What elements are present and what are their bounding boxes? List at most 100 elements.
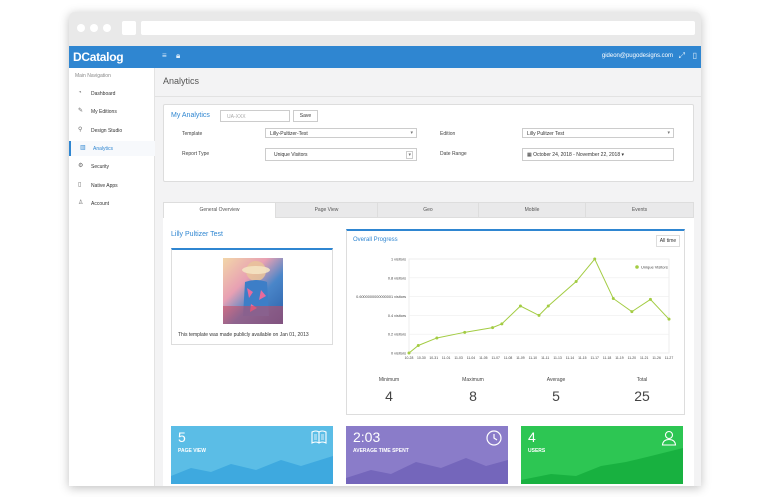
sidebar-item-label: Native Apps bbox=[91, 182, 118, 189]
x-tick-label: 11-13 bbox=[553, 356, 562, 360]
page-view-tile[interactable]: 5 PAGE VIEW bbox=[171, 426, 333, 484]
users-value: 4 bbox=[528, 429, 536, 445]
page-view-value: 5 bbox=[178, 429, 186, 445]
clock-icon bbox=[486, 430, 502, 446]
all-time-button[interactable]: All time bbox=[656, 235, 680, 247]
overall-progress-title: Overall Progress bbox=[353, 237, 398, 243]
x-tick-label: 11-15 bbox=[578, 356, 587, 360]
tab-general-overview[interactable]: General Overview bbox=[164, 203, 276, 218]
template-thumbnail[interactable] bbox=[223, 258, 283, 324]
analytics-settings-panel: My Analytics UA-XXX Save Template Lilly-… bbox=[163, 104, 694, 182]
data-point bbox=[648, 297, 652, 301]
app-logo[interactable]: DCatalog bbox=[73, 50, 124, 64]
x-tick-label: 11-19 bbox=[615, 356, 624, 360]
sidebar-item-design-studio[interactable]: ⚲ Design Studio bbox=[69, 123, 155, 138]
stat-label: Minimum bbox=[378, 377, 400, 383]
report-type-select[interactable]: Unique Visitors ▾ bbox=[265, 148, 417, 161]
sidebar-item-account[interactable]: ♙ Account bbox=[69, 196, 155, 211]
sidebar-item-label: Dashboard bbox=[91, 91, 116, 97]
x-tick-label: 10-28 bbox=[405, 356, 414, 360]
stat-label: Average bbox=[546, 377, 566, 383]
user-outline-icon bbox=[661, 430, 677, 446]
sidebar-item-security[interactable]: ⚙ Security bbox=[69, 159, 155, 174]
menu-icon[interactable]: ≡ bbox=[162, 51, 167, 60]
y-tick-label: 0.4 visitors bbox=[388, 314, 406, 318]
template-select-value: Lilly-Pultizer-Test bbox=[270, 131, 308, 137]
caret-down-icon: ▾ bbox=[620, 152, 625, 158]
legend-swatch bbox=[635, 265, 639, 269]
book-icon bbox=[311, 430, 327, 444]
tracking-id-input[interactable]: UA-XXX bbox=[220, 110, 290, 122]
expand-icon[interactable]: ⤢ bbox=[678, 51, 685, 60]
data-point bbox=[518, 304, 522, 308]
date-range-picker[interactable]: ▦ October 24, 2018 - November 22, 2018 ▾ bbox=[522, 148, 674, 161]
x-tick-label: 11-08 bbox=[504, 356, 513, 360]
stat-value: 4 bbox=[385, 388, 393, 404]
sidebar-item-dashboard[interactable]: ◔ Dashboard bbox=[69, 86, 155, 101]
chevron-down-icon: ▾ bbox=[410, 130, 413, 136]
tab-events[interactable]: Events bbox=[631, 207, 648, 213]
browser-window: DCatalog ≡ 🔒︎ gideon@pugodesigns.com ⤢ ▯… bbox=[69, 12, 701, 486]
chevron-down-icon: ▾ bbox=[667, 130, 670, 136]
users-tile[interactable]: 4 USERS bbox=[521, 426, 683, 484]
window-dot-maximize[interactable] bbox=[103, 24, 111, 32]
date-range-value: October 24, 2018 - November 22, 2018 bbox=[533, 152, 621, 158]
calendar-icon: ▦ bbox=[527, 152, 534, 158]
lock-icon[interactable]: 🔒︎ bbox=[176, 51, 181, 60]
window-icon[interactable]: ▯ bbox=[692, 51, 697, 60]
y-tick-label: 0.6000000000000001 visitors bbox=[356, 295, 406, 299]
sidebar-item-native-apps[interactable]: ▯ Native Apps bbox=[69, 178, 155, 193]
template-card: This template was made publicly availabl… bbox=[171, 248, 333, 345]
users-label: USERS bbox=[528, 448, 546, 454]
x-tick-label: 11-04 bbox=[467, 356, 476, 360]
edition-label: Edition bbox=[440, 131, 456, 137]
sidebar-item-analytics[interactable]: ▥ Analytics bbox=[69, 140, 155, 156]
save-button[interactable]: Save bbox=[293, 110, 318, 122]
data-point bbox=[667, 317, 671, 321]
plot-area bbox=[408, 258, 670, 354]
browser-tab[interactable] bbox=[122, 21, 136, 35]
stat-label: Total bbox=[636, 377, 648, 383]
sidebar-item-label: Analytics bbox=[93, 145, 114, 152]
x-tick-label: 11-18 bbox=[603, 356, 612, 360]
tab-page-view[interactable]: Page View bbox=[276, 203, 378, 218]
bar-chart-icon: ▥ bbox=[80, 144, 86, 151]
x-tick-label: 11-11 bbox=[541, 356, 549, 360]
edition-select[interactable]: Lilly Pulitzer Test ▾ bbox=[522, 128, 674, 138]
template-select[interactable]: Lilly-Pultizer-Test ▾ bbox=[265, 128, 417, 138]
data-point bbox=[500, 322, 504, 326]
average-time-value: 2:03 bbox=[353, 429, 381, 445]
tab-mobile[interactable]: Mobile bbox=[479, 203, 586, 218]
sidebar-item-label: Security bbox=[91, 164, 110, 171]
data-point bbox=[463, 330, 467, 334]
y-tick-label: 1 visitors bbox=[391, 258, 406, 262]
tab-geo[interactable]: Geo bbox=[378, 203, 479, 218]
data-point bbox=[407, 351, 411, 355]
window-dot-close[interactable] bbox=[77, 24, 85, 32]
x-tick-label: 11-20 bbox=[628, 356, 637, 360]
average-time-tile[interactable]: 2:03 AVERAGE TIME SPENT bbox=[346, 426, 508, 484]
sidebar: Main Navigation ◔ Dashboard ✎ My Editions ⚲ D… bbox=[69, 68, 155, 486]
data-point bbox=[491, 326, 495, 330]
legend-label: Unique Visitors bbox=[641, 265, 668, 270]
overall-progress-card: Overall Progress All time 0 visitors 0.2 … bbox=[346, 229, 685, 415]
data-point bbox=[611, 296, 615, 300]
progress-line-chart: 0 visitors 0.2 visitors 0.4 visitors 0.6000… bbox=[356, 257, 673, 360]
data-point bbox=[537, 313, 541, 317]
template-title: Lilly Pultizer Test bbox=[171, 231, 224, 238]
app-topbar: DCatalog ≡ 🔒︎ gideon@pugodesigns.com ⤢ ▯ bbox=[69, 46, 701, 68]
sidebar-item-my-editions[interactable]: ✎ My Editions bbox=[69, 104, 155, 119]
stat-minimum: Minimum 4 bbox=[359, 377, 419, 404]
my-analytics-title: My Analytics bbox=[171, 112, 210, 119]
x-tick-label: 10-30 bbox=[417, 356, 426, 360]
sidebar-title: Main Navigation bbox=[75, 73, 111, 79]
data-point bbox=[435, 336, 439, 340]
template-label: Template bbox=[182, 131, 203, 137]
stat-label: Maximum bbox=[462, 377, 484, 383]
address-bar[interactable] bbox=[141, 21, 695, 35]
stat-maximum: Maximum 8 bbox=[443, 377, 503, 404]
user-email[interactable]: gideon@pugodesigns.com bbox=[601, 53, 673, 59]
x-tick-label: 11-10 bbox=[529, 356, 538, 360]
window-dot-minimize[interactable] bbox=[90, 24, 98, 32]
stat-average: Average 5 bbox=[526, 377, 586, 404]
